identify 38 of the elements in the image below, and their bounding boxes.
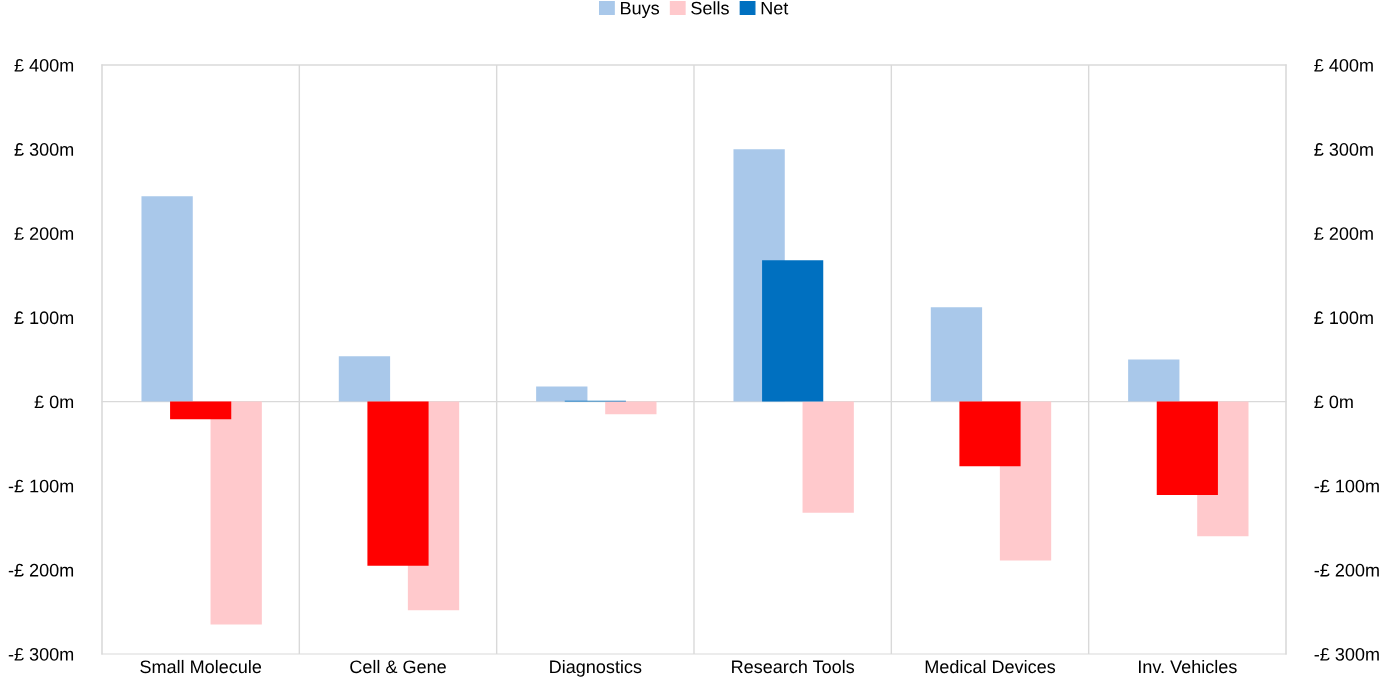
y2-tick-label: -£ 300m [1314, 647, 1379, 661]
y-tick-label: £ 100m [14, 311, 74, 325]
x-tick-label: Medical Devices [925, 659, 1056, 674]
y2-tick-label: -£ 200m [1314, 563, 1379, 577]
y-tick-label: £ 300m [14, 143, 74, 156]
bar [367, 401, 429, 566]
y2-tick-label: £ 300m [1314, 143, 1373, 156]
y2-tick-label: £ 0m [1314, 395, 1353, 409]
y2-tick-label: £ 400m [1314, 58, 1373, 72]
y2-tick-label: -£ 100m [1314, 479, 1379, 493]
bar [141, 196, 193, 402]
y-tick-label: £ 0m [34, 395, 74, 409]
y-tick-label: -£ 300m [8, 647, 74, 661]
bar [170, 401, 232, 420]
bar [210, 401, 262, 625]
x-tick-label: Research Tools [732, 659, 855, 674]
legend-label: Net [761, 1, 789, 15]
y-tick-label: £ 400m [14, 58, 74, 72]
legend-label: Sells [691, 1, 729, 15]
bar [1156, 401, 1218, 495]
bar [536, 386, 588, 402]
bar [959, 401, 1021, 467]
y2-tick-label: £ 200m [1314, 227, 1373, 241]
legend-label: Buys [621, 1, 660, 19]
bar [802, 401, 854, 513]
x-tick-label: Cell & Gene [350, 659, 446, 674]
y-tick-label: £ 200m [14, 227, 74, 241]
y2-tick-label: £ 100m [1314, 311, 1373, 325]
y-tick-label: -£ 200m [8, 563, 74, 577]
bar [338, 356, 391, 402]
bar [930, 307, 983, 402]
x-tick-label: Small Molecule [140, 659, 262, 674]
y-tick-label: -£ 100m [8, 479, 74, 493]
bar [1128, 359, 1180, 402]
x-tick-label: Inv. Vehicles [1138, 659, 1237, 674]
bar [762, 260, 824, 402]
bar [605, 401, 657, 415]
x-tick-label: Diagnostics [550, 659, 642, 677]
